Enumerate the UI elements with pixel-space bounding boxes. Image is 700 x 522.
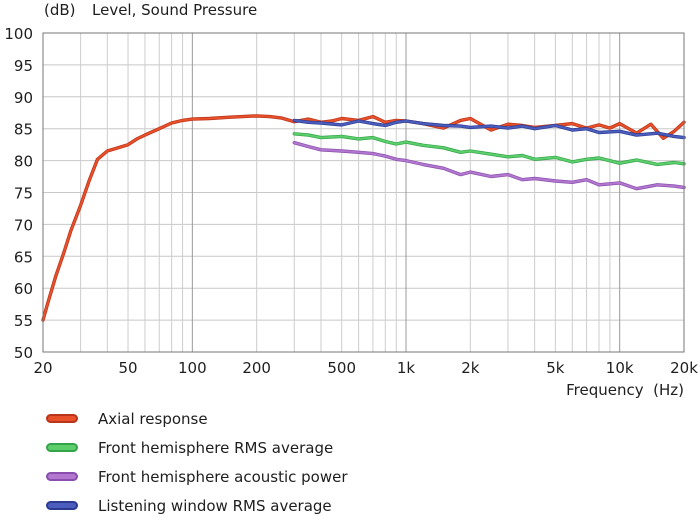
x-tick-label: 500	[327, 359, 356, 377]
legend-swatch-listening-window	[46, 501, 78, 510]
y-tick-label: 60	[14, 280, 33, 298]
y-unit-label: (dB)	[44, 1, 76, 19]
x-axis-label: Frequency (Hz)	[566, 381, 684, 399]
plot-frame	[42, 32, 685, 353]
plot-lines	[41, 114, 686, 322]
legend: Axial response Front hemisphere RMS aver…	[46, 404, 348, 520]
legend-item-acoustic-power: Front hemisphere acoustic power	[46, 462, 348, 491]
x-tick-label: 5k	[546, 359, 565, 377]
chart-title: Level, Sound Pressure	[92, 1, 257, 19]
series-line-front-hemisphere-rms-average	[293, 132, 685, 166]
series-line-front-hemisphere-acoustic-power	[293, 141, 685, 190]
y-tick-label: 55	[14, 312, 33, 330]
y-tick-label: 90	[14, 89, 33, 107]
grid	[42, 32, 685, 353]
legend-label-acoustic-power: Front hemisphere acoustic power	[98, 467, 348, 486]
legend-label-listening-window: Listening window RMS average	[98, 496, 332, 515]
legend-swatch-front-hemisphere-rms	[46, 443, 78, 452]
y-tick-label: 95	[14, 57, 33, 75]
x-tick-label: 50	[118, 359, 137, 377]
y-tick-label: 70	[14, 216, 33, 234]
x-tick-label: 20	[33, 359, 52, 377]
series-line-listening-window-rms-average	[293, 119, 685, 139]
x-tick-label: 200	[242, 359, 271, 377]
y-tick-label: 100	[4, 25, 33, 43]
series-line-axial-response	[42, 114, 685, 322]
series-line-outline-axial-response	[41, 114, 686, 322]
legend-swatch-acoustic-power	[46, 472, 78, 481]
x-tick-label: 100	[178, 359, 207, 377]
y-tick-label: 75	[14, 185, 33, 203]
y-tick-label: 80	[14, 153, 33, 171]
legend-label-axial: Axial response	[98, 409, 208, 428]
y-tick-label: 50	[14, 344, 33, 362]
legend-item-axial: Axial response	[46, 404, 348, 433]
legend-swatch-axial	[46, 414, 78, 423]
x-tick-label: 2k	[461, 359, 480, 377]
x-tick-label: 20k	[670, 359, 698, 377]
legend-label-front-hemisphere-rms: Front hemisphere RMS average	[98, 438, 334, 457]
legend-item-listening-window: Listening window RMS average	[46, 491, 348, 520]
legend-item-front-hemisphere-rms: Front hemisphere RMS average	[46, 433, 348, 462]
series-line-outline-front-hemisphere-acoustic-power	[292, 140, 686, 191]
y-tick-label: 85	[14, 121, 33, 139]
x-tick-label: 1k	[397, 359, 416, 377]
x-tick-label: 10k	[606, 359, 634, 377]
y-tick-label: 65	[14, 248, 33, 266]
